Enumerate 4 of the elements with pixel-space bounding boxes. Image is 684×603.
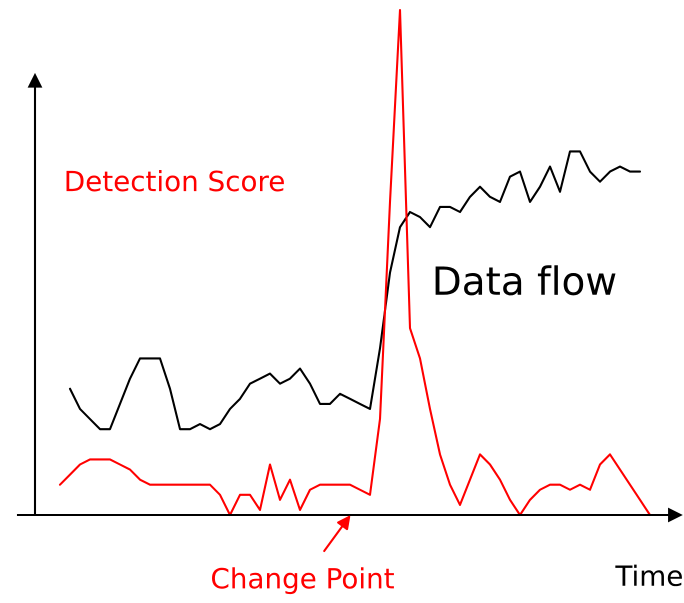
text: Detection Score [66,170,284,192]
x-axis-title: Time [615,564,682,586]
text: Change Point [212,567,394,594]
series-label: Data flow [436,265,616,296]
